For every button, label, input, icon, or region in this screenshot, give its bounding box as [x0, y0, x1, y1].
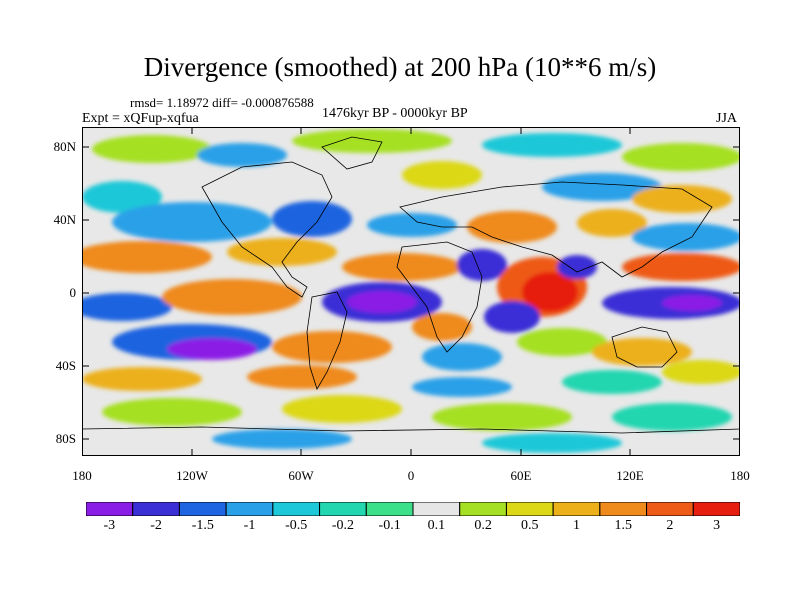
colorbar-label: -0.5: [285, 518, 308, 533]
colorbar-label: 0.1: [427, 518, 446, 533]
colorbar-box-3: [225, 502, 274, 516]
colorbar-label: 1.5: [614, 518, 632, 533]
stats-text: rmsd= 1.18972 diff= -0.000876588: [130, 95, 314, 110]
colorbar-label: -0.1: [378, 518, 401, 533]
colorbar-label: -2: [150, 518, 162, 533]
colorbar-box-0: [86, 502, 134, 516]
colorbar-box-6: [365, 502, 414, 516]
divergence-map: [82, 127, 740, 456]
colorbar-label: 0.5: [521, 518, 539, 533]
lon-label-120e: 120E: [616, 468, 644, 483]
lon-label-180-east: 180: [730, 468, 750, 483]
colorbar-label: -1.5: [191, 518, 214, 533]
colorbar-label: 0.2: [474, 518, 492, 533]
experiment-label: Expt = xQFup-xqfua: [82, 111, 199, 126]
lon-label-60e: 60E: [510, 468, 532, 483]
season-label: JJA: [716, 111, 738, 126]
divergence-field: [82, 129, 740, 453]
period-label: 1476kyr BP - 0000kyr BP: [322, 106, 468, 121]
colorbar-box-12: [646, 502, 694, 516]
lat-label-80s: 80S: [55, 431, 76, 446]
colorbar-label: 2: [666, 518, 674, 533]
colorbar-box-1: [132, 502, 180, 516]
colorbar-label: -3: [103, 518, 116, 533]
colorbar: [86, 502, 740, 516]
colorbar-label: -0.2: [331, 518, 354, 533]
map-panel: [82, 127, 740, 456]
lat-label-40s: 40S: [55, 358, 76, 373]
colorbar-box-13: [692, 502, 740, 516]
lon-label-120w: 120W: [176, 468, 208, 483]
colorbar-box-9: [505, 502, 554, 516]
colorbar-box-8: [459, 502, 507, 516]
colorbar-box-10: [552, 502, 601, 516]
lon-label-0: 0: [407, 468, 415, 483]
colorbar-box-5: [319, 502, 367, 516]
coastlines: [82, 136, 740, 434]
lon-label-60w: 60W: [288, 468, 314, 483]
colorbar-box-4: [272, 502, 321, 516]
lat-label-80n: 80N: [53, 139, 76, 154]
lat-label-equator: 0: [69, 285, 77, 300]
colorbar-label: 1: [573, 518, 580, 533]
colorbar-box-7: [412, 502, 461, 516]
map-title: Divergence (smoothed) at 200 hPa (10**6 …: [143, 52, 657, 82]
lat-label-40n: 40N: [53, 212, 76, 227]
colorbar-label: -1: [243, 518, 256, 533]
map-ticks: [82, 127, 740, 456]
colorbar-box-11: [599, 502, 648, 516]
colorbar-label: 3: [713, 518, 721, 533]
lon-label-180-west: 180: [72, 468, 92, 483]
colorbar-box-2: [178, 502, 227, 516]
